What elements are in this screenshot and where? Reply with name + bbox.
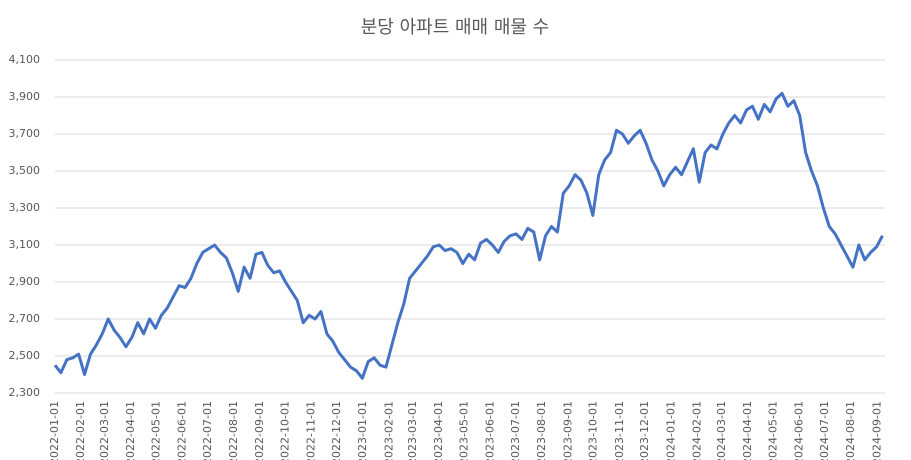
x-tick-label: 2024-09-01 xyxy=(870,401,883,460)
x-tick-label: 2022-10-01 xyxy=(279,401,292,460)
x-tick-label: 2023-01-01 xyxy=(356,401,369,460)
x-tick-label: 2022-05-01 xyxy=(149,401,162,460)
x-tick-label: 2024-08-01 xyxy=(844,401,857,460)
y-tick-label: 2,300 xyxy=(9,386,41,399)
x-tick-label: 2023-03-01 xyxy=(406,401,419,460)
y-tick-label: 4,100 xyxy=(9,53,41,66)
x-tick-label: 2023-02-01 xyxy=(382,401,395,460)
x-tick-label: 2024-06-01 xyxy=(793,401,806,460)
x-tick-label: 2024-07-01 xyxy=(818,401,831,460)
x-tick-label: 2023-11-01 xyxy=(613,401,626,460)
x-tick-label: 2022-09-01 xyxy=(253,401,266,460)
y-tick-label: 2,700 xyxy=(9,312,41,325)
x-tick-label: 2023-08-01 xyxy=(535,401,548,460)
x-tick-label: 2022-07-01 xyxy=(201,401,214,460)
x-tick-label: 2022-06-01 xyxy=(175,401,188,460)
x-tick-label: 2024-03-01 xyxy=(715,401,728,460)
x-tick-label: 2023-07-01 xyxy=(509,401,522,460)
x-tick-label: 2024-05-01 xyxy=(767,401,780,460)
x-tick-label: 2023-04-01 xyxy=(432,401,445,460)
x-tick-label: 2024-02-01 xyxy=(691,401,704,460)
y-tick-label: 2,500 xyxy=(9,349,41,362)
x-tick-label: 2022-11-01 xyxy=(305,401,318,460)
data-line xyxy=(53,91,884,380)
chart-title: 분당 아파트 매매 매물 수 xyxy=(361,17,550,38)
x-tick-label: 2022-04-01 xyxy=(124,401,137,460)
x-tick-label: 2023-06-01 xyxy=(484,401,497,460)
x-tick-label: 2024-01-01 xyxy=(664,401,677,460)
x-tick-label: 2023-05-01 xyxy=(458,401,471,460)
x-tick-label: 2023-10-01 xyxy=(587,401,600,460)
x-tick-label: 2023-12-01 xyxy=(638,401,651,460)
y-tick-label: 3,700 xyxy=(9,127,41,140)
x-tick-label: 2022-12-01 xyxy=(330,401,343,460)
y-tick-label: 3,100 xyxy=(9,238,41,251)
x-tick-label: 2022-02-01 xyxy=(74,401,87,460)
y-tick-label: 3,900 xyxy=(9,90,41,103)
x-tick-label: 2023-09-01 xyxy=(561,401,574,460)
y-tick-label: 3,300 xyxy=(9,201,41,214)
x-tick-label: 2022-03-01 xyxy=(98,401,111,460)
y-tick-label: 2,900 xyxy=(9,275,41,288)
x-tick-label: 2022-08-01 xyxy=(227,401,240,460)
x-tick-label: 2022-01-01 xyxy=(48,401,61,460)
y-tick-label: 3,500 xyxy=(9,164,41,177)
x-tick-label: 2024-04-01 xyxy=(741,401,754,460)
